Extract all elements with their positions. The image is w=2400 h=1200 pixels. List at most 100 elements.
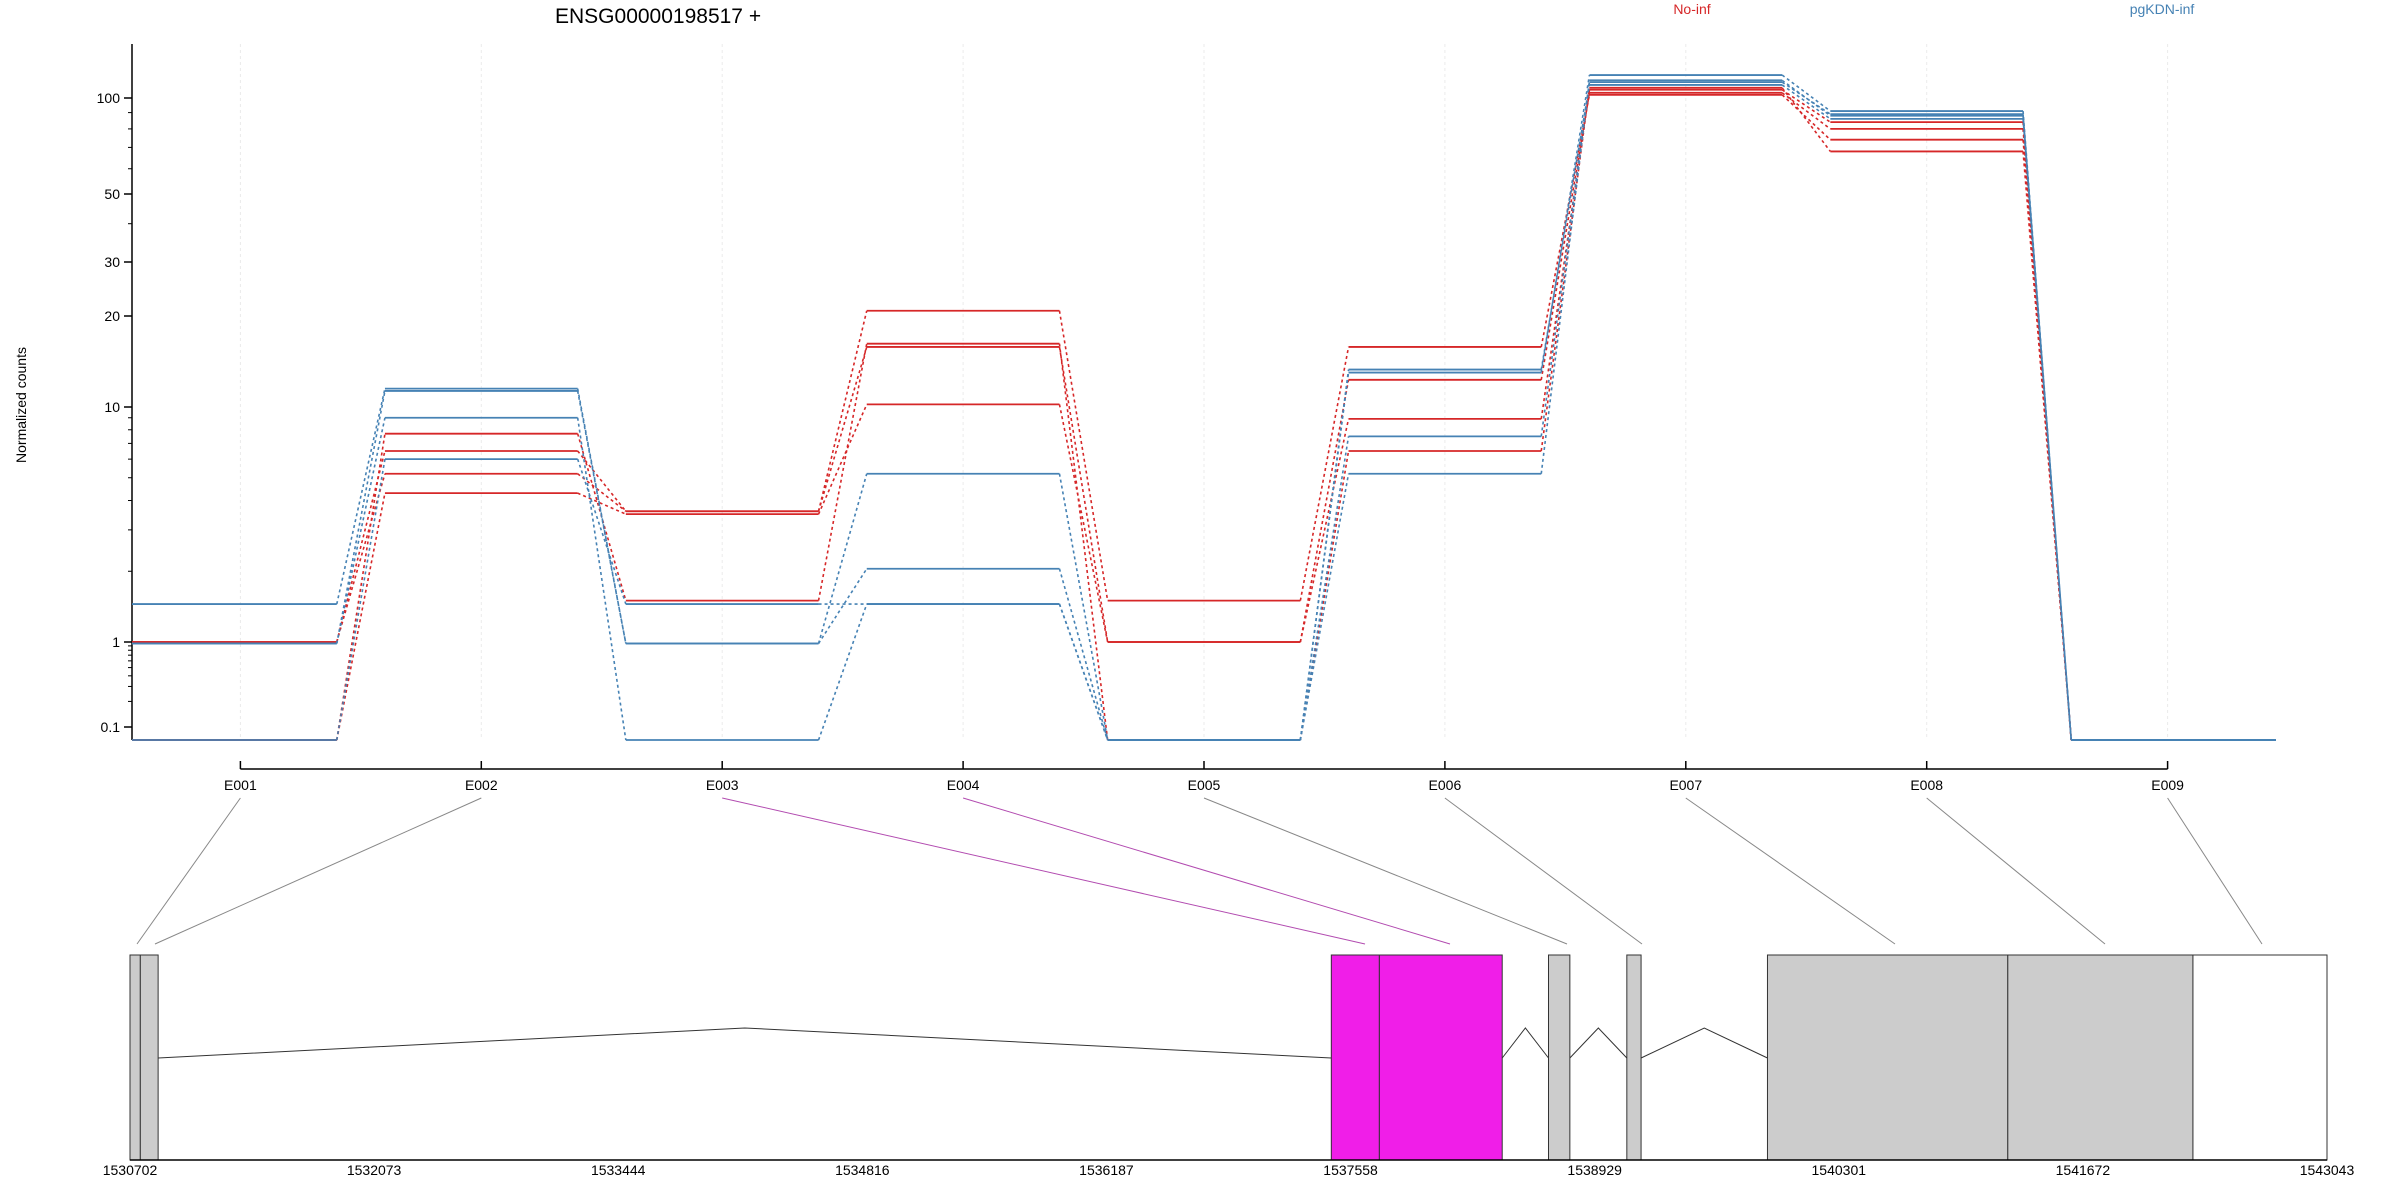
series-connector [1781,89,1831,123]
x-tick-label-e009: E009 [2151,777,2184,793]
series-connector [335,458,386,741]
mapping-line-e004 [962,797,1451,945]
genomic-tick-label: 1538929 [1567,1162,1622,1178]
y-tick-label: 1 [112,634,120,650]
mapping-line-e002 [154,797,482,945]
series-connector [576,417,627,741]
genomic-tick-label: 1537558 [1323,1162,1378,1178]
series-connector [1299,436,1350,741]
series-connector [1299,473,1350,741]
exon-box-3 [1330,954,1380,1161]
x-tick-label-e007: E007 [1669,777,1702,793]
intron-line [1569,1027,1628,1059]
y-tick-label: 30 [104,254,120,270]
series-connector [1299,418,1350,643]
y-tick-label: 0.1 [101,719,121,735]
exon-box-8 [2007,954,2194,1161]
series-connector [817,310,868,512]
series-lines [132,74,2276,741]
y-tick-label: 100 [97,90,121,106]
x-tick-label-e008: E008 [1910,777,1943,793]
series-no-inf-3 [132,86,2276,741]
series-connector [1540,74,1591,373]
series-connector [817,603,868,741]
genomic-tick-label: 1534816 [835,1162,890,1178]
series-connector [577,450,627,512]
grid-lines [239,44,2169,740]
mapping-line-e008 [1926,797,2106,945]
series-connector [1058,603,1109,741]
series-connector [1540,92,1591,380]
exon-box-9 [2192,954,2328,1161]
exon-box-1 [129,954,141,1161]
series-connector [1058,343,1109,741]
series-connector [1299,379,1350,643]
exon-box-7 [1766,954,2009,1161]
genomic-tick-label: 1541672 [2056,1162,2111,1178]
series-connector [577,473,627,512]
series-connector [1540,80,1591,474]
series-connector [577,492,627,515]
series-connector [1058,404,1109,643]
series-connector [1781,79,1831,117]
series-connector [1540,87,1591,452]
series-connector [1781,74,1831,112]
genomic-tick-label: 1532073 [347,1162,402,1178]
series-connector [2022,118,2073,741]
mapping-line-e001 [136,797,241,945]
genomic-tick-label: 1530702 [103,1162,158,1178]
mapping-line-e007 [1685,797,1896,945]
series-connector [1299,369,1350,741]
series-connector [1058,346,1109,643]
series-connector [1781,84,1831,120]
series-connector [817,568,868,644]
x-tick-label-e006: E006 [1429,777,1462,793]
axes: 0.1 1 10 20 30 50 100 E001 E002 E003 E004 E005 E006 E… [97,44,2184,793]
y-axis-label: Normalized counts [13,347,29,463]
exon-box-4 [1378,954,1503,1161]
x-tick-label-e005: E005 [1188,777,1221,793]
legend-entry-no-inf: No-inf [1673,1,1710,17]
intron-line [1501,1027,1549,1059]
series-connector [576,458,627,605]
series-connector [1540,94,1591,348]
legend-entry-pgkdn-inf: pgKDN-inf [2130,1,2195,17]
y-tick-label: 10 [104,399,120,415]
series-connector [817,346,868,512]
exon-mapping-lines [136,797,2263,945]
series-connector [1058,568,1109,741]
y-tick-label: 50 [104,186,120,202]
exon-box-2 [139,954,159,1161]
series-connector [1781,81,1831,115]
series-connector [817,404,868,515]
series-connector [576,390,627,644]
intron-line [158,1027,1332,1059]
series-pgkdn-inf-7 [132,84,2276,741]
series-connector [1781,87,1831,152]
genomic-tick-label: 1533444 [591,1162,646,1178]
series-connector [335,473,386,643]
x-tick-label-e004: E004 [947,777,980,793]
genomic-tick-label: 1543043 [2300,1162,2355,1178]
series-connector [1540,84,1591,370]
intron-line [1640,1027,1768,1059]
series-no-inf-2 [132,88,2276,741]
y-tick-label: 20 [104,308,120,324]
series-connector [576,388,627,644]
mapping-line-e003 [722,797,1366,945]
series-connector [335,433,386,741]
series-connector [1299,346,1350,601]
mapping-line-e005 [1203,797,1568,945]
series-connector [335,417,386,644]
x-tick-label-e001: E001 [224,777,257,793]
series-connector [1781,92,1831,130]
series-connector [335,388,386,605]
series-connector [817,343,868,601]
chart-title: ENSG00000198517 + [555,5,761,28]
genomic-tick-label: 1540301 [1812,1162,1867,1178]
series-connector [335,390,386,644]
exon-box-5 [1547,954,1571,1161]
genomic-tick-label: 1536187 [1079,1162,1134,1178]
exon-box-6 [1626,954,1642,1161]
